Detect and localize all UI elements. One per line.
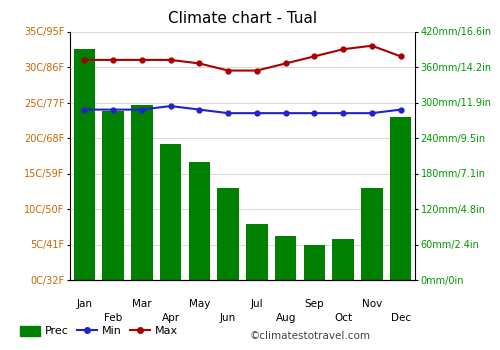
Text: May: May <box>188 300 210 309</box>
Bar <box>188 162 210 280</box>
Text: Dec: Dec <box>390 313 410 323</box>
Legend: Prec, Min, Max: Prec, Min, Max <box>16 321 182 341</box>
Bar <box>390 117 411 280</box>
Bar <box>218 188 239 280</box>
Text: ©climatestotravel.com: ©climatestotravel.com <box>250 331 371 341</box>
Text: Jun: Jun <box>220 313 236 323</box>
Bar <box>131 105 152 280</box>
Text: Mar: Mar <box>132 300 152 309</box>
Title: Climate chart - Tual: Climate chart - Tual <box>168 11 317 26</box>
Bar <box>332 239 354 280</box>
Bar <box>275 236 296 280</box>
Text: Apr: Apr <box>162 313 180 323</box>
Bar <box>74 49 95 280</box>
Text: Jan: Jan <box>76 300 92 309</box>
Text: Feb: Feb <box>104 313 122 323</box>
Text: Aug: Aug <box>276 313 296 323</box>
Bar <box>304 245 325 280</box>
Bar <box>246 224 268 280</box>
Bar <box>102 111 124 280</box>
Bar <box>361 188 382 280</box>
Text: Nov: Nov <box>362 300 382 309</box>
Text: Jul: Jul <box>250 300 263 309</box>
Bar <box>160 144 182 280</box>
Text: Sep: Sep <box>304 300 324 309</box>
Text: Oct: Oct <box>334 313 352 323</box>
